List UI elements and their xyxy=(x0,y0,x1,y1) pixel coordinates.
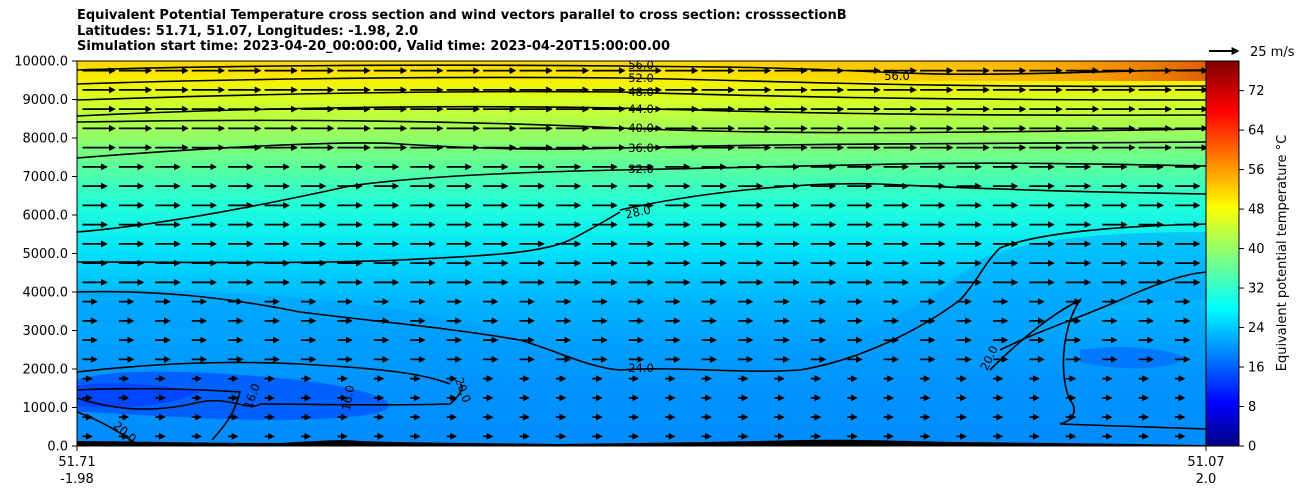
y-tick-label: 7000.0 xyxy=(23,170,69,185)
title-line-1: Equivalent Potential Temperature cross s… xyxy=(77,8,847,23)
colorbar-tick-label: 56 xyxy=(1248,163,1265,178)
contour-32b xyxy=(619,182,1207,211)
contour-16b xyxy=(259,383,463,406)
y-tick-label: 1000.0 xyxy=(23,401,69,416)
y-tick-label: 4000.0 xyxy=(23,286,69,301)
chart-title: Equivalent Potential Temperature cross s… xyxy=(77,8,847,55)
colorbar-tick-label: 64 xyxy=(1248,124,1265,139)
colorbar-ticks: 0 8 16 24 32 40 48 56 64 72 xyxy=(1239,84,1265,455)
contour-label: 32.0 xyxy=(628,162,654,176)
title-line-3: Simulation start time: 2023-04-20_00:00:… xyxy=(77,39,670,54)
field-cold-pool-right xyxy=(1080,347,1185,369)
x-tick-lon: -1.98 xyxy=(60,472,94,487)
terrain-profile xyxy=(77,439,1206,446)
contour-24b xyxy=(999,271,1207,351)
theta-e-field xyxy=(77,61,1206,446)
y-tick-label: 10000.0 xyxy=(14,55,68,70)
contour-label: 56.0 xyxy=(884,69,910,83)
quiver-key-label: 25 m/s xyxy=(1250,45,1295,60)
colorbar-tick-label: 40 xyxy=(1248,242,1265,257)
x-tick-lat: 51.07 xyxy=(1187,455,1224,470)
colorbar-tick-label: 16 xyxy=(1248,361,1265,376)
colorbar-tick-label: 24 xyxy=(1248,321,1265,336)
y-tick-label: 6000.0 xyxy=(23,209,69,224)
contour-label: 52.0 xyxy=(628,71,654,85)
y-tick-label: 8000.0 xyxy=(23,132,69,147)
y-tick-label: 9000.0 xyxy=(23,93,69,108)
contour-lines xyxy=(76,64,1207,447)
y-tick-label: 0.0 xyxy=(47,440,68,455)
colorbar-label: Equivalent potential temperature °C xyxy=(1275,135,1290,371)
colorbar-tick-label: 48 xyxy=(1248,203,1265,218)
y-axis: 0.0 1000.0 2000.0 3000.0 4000.0 5000.0 6000.0 7… xyxy=(14,55,77,455)
x-tick-lon: 2.0 xyxy=(1196,472,1217,487)
contour-56 xyxy=(76,64,1207,76)
field-mid-band xyxy=(77,232,1206,381)
colorbar-tick-label: 0 xyxy=(1248,440,1256,455)
contour-24a xyxy=(76,223,1207,372)
contour-20a xyxy=(76,361,451,385)
colorbar xyxy=(1206,61,1239,446)
contour-20b xyxy=(76,397,261,410)
y-tick-label: 2000.0 xyxy=(23,363,69,378)
contour-16a xyxy=(76,387,242,441)
colorbar-frame xyxy=(1205,60,1240,447)
x-axis: 51.71 -1.98 51.07 2.0 xyxy=(58,446,1225,487)
title-line-2: Latitudes: 51.71, 51.07, Longitudes: -1.… xyxy=(77,23,419,39)
colorbar-tick-label: 32 xyxy=(1248,282,1265,297)
contour-label: 24.0 xyxy=(628,361,654,375)
quiver-key: 25 m/s xyxy=(1209,45,1295,60)
contour-label: 48.0 xyxy=(628,85,654,99)
contour-32 xyxy=(76,162,1207,233)
contour-label: 16.0 xyxy=(339,384,357,412)
contour-36 xyxy=(76,141,1207,159)
colorbar-tick-label: 72 xyxy=(1248,84,1265,99)
contour-52 xyxy=(76,76,1207,88)
x-tick-lat: 51.71 xyxy=(58,455,95,470)
wind-vectors xyxy=(82,67,1209,440)
y-tick-label: 3000.0 xyxy=(23,324,69,339)
y-tick-label: 5000.0 xyxy=(23,247,69,262)
colorbar-tick-label: 8 xyxy=(1248,400,1256,415)
contour-label: 28.0 xyxy=(624,202,652,221)
